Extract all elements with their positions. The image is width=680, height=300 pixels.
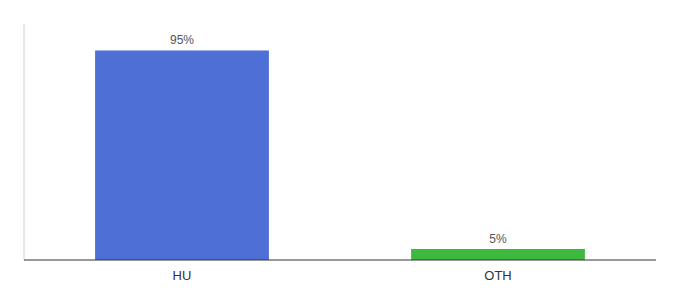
data-label: 5% — [489, 232, 507, 246]
bar — [411, 249, 585, 260]
x-tick-label: HU — [173, 268, 192, 283]
chart-svg: HU OTH 95% 5% — [0, 0, 680, 300]
x-axis-line — [24, 260, 656, 261]
chart-container: HU OTH 95% 5% — [0, 0, 680, 300]
y-axis-line — [24, 24, 25, 260]
x-tick-label: OTH — [484, 268, 511, 283]
bar — [95, 50, 269, 260]
plot-area — [95, 50, 585, 260]
data-label: 95% — [170, 33, 194, 47]
